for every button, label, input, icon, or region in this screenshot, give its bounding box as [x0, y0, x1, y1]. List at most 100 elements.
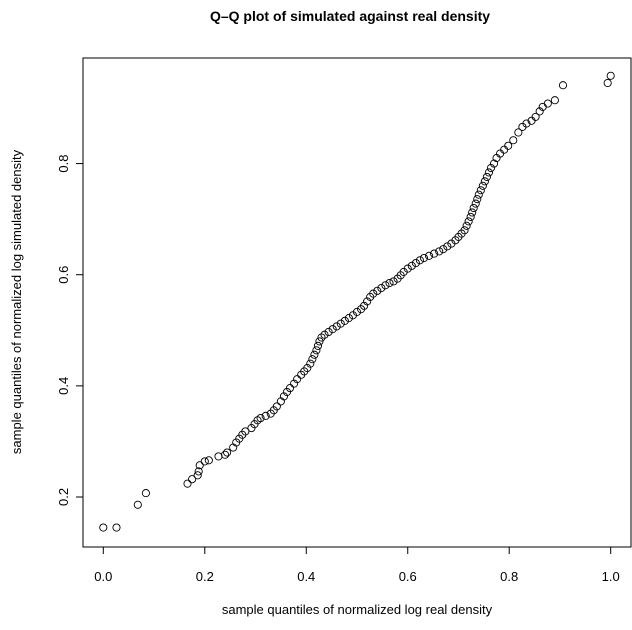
data-point: [476, 186, 485, 195]
data-point: [435, 247, 444, 256]
data-point: [500, 145, 509, 154]
data-point: [603, 78, 612, 88]
data-point: [133, 500, 142, 509]
data-point: [509, 136, 518, 145]
x-tick-label: 1.0: [602, 569, 620, 584]
x-axis: 0.0 0.2 0.4 0.6 0.8 1.0: [94, 546, 620, 584]
y-tick-label: 0.6: [56, 266, 71, 284]
data-point: [369, 289, 378, 298]
data-point: [315, 337, 324, 346]
x-tick-label: 0.8: [500, 569, 518, 584]
data-point: [462, 221, 471, 230]
data-point: [460, 226, 469, 235]
data-point: [241, 427, 250, 436]
data-point: [344, 314, 353, 323]
data-point: [430, 249, 439, 258]
data-point: [363, 297, 372, 306]
data-point: [99, 523, 108, 532]
data-point: [141, 489, 150, 498]
data-point: [443, 242, 452, 251]
x-tick-label: 0.0: [94, 569, 112, 584]
data-point: [439, 245, 448, 254]
data-point: [340, 316, 349, 325]
data-point: [464, 217, 473, 226]
data-point: [415, 256, 424, 265]
data-point: [313, 341, 322, 350]
data-point: [478, 181, 487, 190]
data-point: [514, 128, 523, 137]
data-point: [389, 277, 398, 286]
data-point: [188, 475, 197, 484]
data-point: [256, 414, 265, 423]
data-point: [195, 461, 204, 470]
data-point: [261, 411, 270, 420]
y-axis-label: sample quantiles of normalized log simul…: [9, 149, 24, 454]
data-point: [385, 279, 394, 288]
data-point: [543, 99, 552, 108]
data-point: [183, 479, 192, 488]
data-point: [469, 203, 478, 213]
data-point: [317, 333, 326, 342]
y-tick-label: 0.2: [56, 488, 71, 506]
data-point: [204, 456, 213, 465]
data-point: [308, 355, 317, 364]
data-point: [293, 375, 302, 384]
data-point: [466, 212, 475, 221]
data-point: [312, 346, 321, 355]
data-point: [306, 359, 315, 368]
data-point: [324, 327, 333, 337]
y-axis: 0.2 0.4 0.6 0.8: [56, 155, 84, 506]
data-point: [328, 325, 337, 334]
x-tick-label: 0.4: [297, 569, 315, 584]
data-point: [550, 96, 559, 105]
data-point: [425, 251, 434, 260]
data-point: [381, 281, 390, 290]
data-point: [303, 364, 312, 373]
data-point: [468, 208, 477, 217]
data-point: [285, 384, 295, 393]
data-point: [194, 467, 203, 476]
data-point: [486, 163, 496, 173]
x-tick-label: 0.6: [399, 569, 417, 584]
data-point: [214, 452, 223, 461]
data-point: [377, 284, 386, 293]
plot-frame: [82, 57, 632, 548]
data-point: [484, 168, 493, 177]
x-tick-label: 0.2: [196, 569, 214, 584]
data-point: [310, 350, 319, 359]
data-point: [200, 457, 209, 466]
data-point: [531, 112, 540, 121]
data-point: [419, 253, 429, 263]
data-point: [504, 141, 513, 150]
data-point: [336, 319, 345, 328]
data-point: [411, 258, 420, 268]
data-point: [522, 119, 531, 128]
data-point: [223, 448, 232, 457]
data-point: [279, 392, 288, 401]
y-tick-label: 0.8: [56, 155, 71, 173]
data-point: [373, 286, 382, 295]
data-point: [535, 107, 544, 116]
data-point: [471, 199, 480, 208]
data-points: [99, 71, 615, 532]
data-point: [407, 261, 416, 270]
data-point: [480, 177, 489, 186]
data-point: [272, 402, 281, 411]
data-point: [360, 301, 369, 310]
data-point: [112, 523, 121, 532]
data-point: [474, 190, 483, 199]
data-point: [473, 195, 482, 204]
data-point: [290, 379, 299, 388]
data-point: [221, 450, 230, 459]
data-point: [489, 159, 499, 168]
data-point: [606, 71, 615, 80]
data-point: [482, 172, 491, 181]
data-point: [320, 330, 329, 339]
data-point: [403, 264, 412, 273]
x-axis-label: sample quantiles of normalized log real …: [222, 602, 493, 617]
chart-title: Q–Q plot of simulated against real densi…: [210, 8, 490, 24]
data-point: [352, 307, 362, 316]
y-tick-label: 0.4: [56, 377, 71, 395]
data-point: [332, 322, 341, 331]
